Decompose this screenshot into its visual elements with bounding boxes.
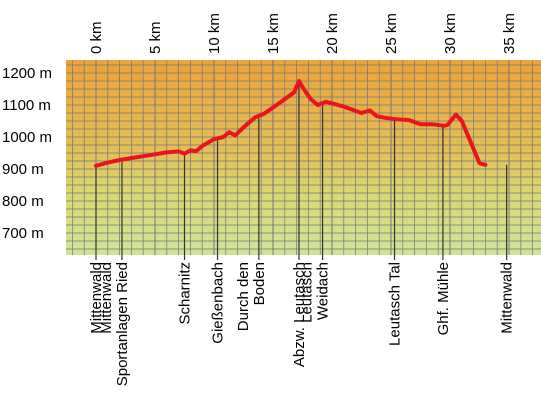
x-tick-label: 25 km	[383, 13, 400, 54]
waypoint-label: Leutasch	[299, 262, 316, 323]
waypoint-label: Durch den	[235, 262, 252, 331]
x-tick-label: 0 km	[88, 21, 105, 54]
y-tick-label: 700 m	[2, 225, 44, 242]
y-tick-label: 1000 m	[2, 129, 52, 146]
waypoint-label: Abzw. Leutasch	[291, 262, 308, 367]
x-tick-label: 20 km	[324, 13, 341, 54]
y-tick-label: 800 m	[2, 193, 44, 210]
waypoint-droplines	[95, 81, 508, 260]
y-tick-label: 1200 m	[2, 65, 52, 82]
waypoint-label: Weidach	[315, 262, 332, 320]
waypoint-label: Scharnitz	[177, 262, 194, 325]
x-axis-ticks: 0 km 5 km 10 km 15 km 20 km 25 km 30 km 35 km	[88, 13, 518, 54]
x-tick-label: 10 km	[206, 13, 223, 54]
y-axis-ticks: 1200 m 1100 m 1000 m 900 m 800 m 700 m	[2, 65, 52, 242]
grid	[66, 60, 541, 255]
waypoint-label: Mittenwald	[499, 262, 516, 334]
waypoint-label: Mittenwald	[88, 262, 105, 334]
waypoint-label: Gießenbach	[210, 262, 227, 344]
y-tick-label: 900 m	[2, 161, 44, 178]
y-tick-label: 1100 m	[2, 97, 51, 114]
elevation-line	[94, 79, 488, 168]
waypoint-label: Boden	[251, 262, 268, 305]
waypoint-label: Leutasch Tal	[387, 262, 404, 346]
x-tick-label: 30 km	[442, 13, 459, 54]
x-tick-label: 5 km	[147, 21, 164, 54]
x-tick-label: 35 km	[501, 13, 518, 54]
waypoint-label: Mittenwald	[98, 262, 115, 334]
waypoint-label: Sportanlagen Ried	[114, 262, 131, 386]
x-tick-label: 15 km	[265, 13, 282, 54]
waypoint-label: Ghf. Mühle	[435, 262, 452, 335]
